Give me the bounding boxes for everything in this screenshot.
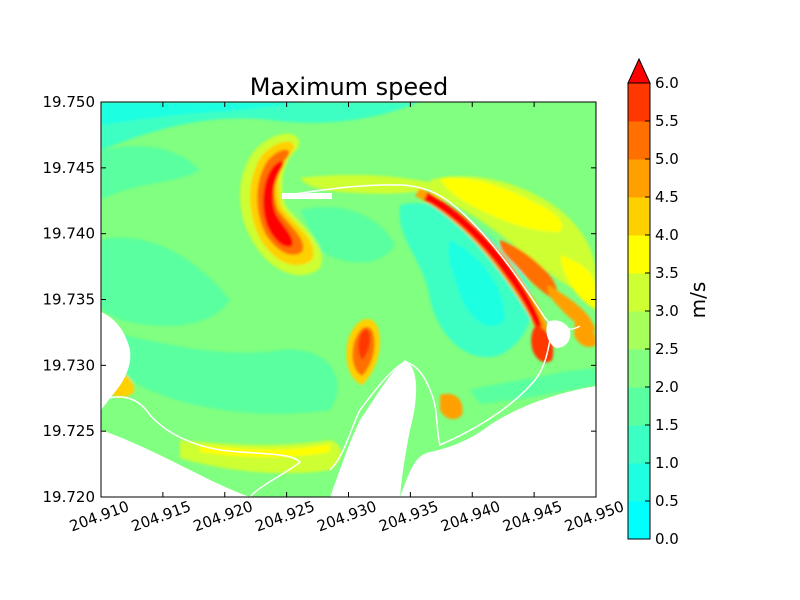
colorbar-segment <box>628 159 650 198</box>
y-tick-label: 19.740 <box>43 225 96 243</box>
colorbar-segment <box>628 311 650 350</box>
x-tick-label: 204.935 <box>376 497 440 535</box>
colorbar-tick-label: 1.5 <box>655 416 679 434</box>
colorbar-tick-label: 6.0 <box>655 74 679 92</box>
y-axis: 19.720 19.725 19.730 19.735 19.740 19.745 19.7… <box>43 93 596 506</box>
colorbar-tick-label: 0.5 <box>655 492 679 510</box>
colorbar-tick-label: 1.0 <box>655 454 679 472</box>
colorbar-segment <box>628 121 650 160</box>
y-tick-label: 19.750 <box>43 93 96 111</box>
x-tick-label: 204.950 <box>562 497 626 535</box>
x-tick-label: 204.945 <box>500 497 564 535</box>
colorbar-tick-label: 2.5 <box>655 340 679 358</box>
colorbar-segment <box>628 273 650 312</box>
speed-field <box>101 102 596 474</box>
colorbar-extend-arrow <box>627 57 651 84</box>
colorbar-tick-label: 3.5 <box>655 264 679 282</box>
y-tick-label: 19.725 <box>43 422 96 440</box>
x-tick-label: 204.925 <box>253 497 317 535</box>
plot-area <box>101 102 596 497</box>
colorbar-tick-label: 4.0 <box>655 226 679 244</box>
colorbar-tick-label: 0.0 <box>655 530 679 548</box>
colorbar-tick-label: 5.0 <box>655 150 679 168</box>
x-tick-label: 204.920 <box>191 497 255 535</box>
y-tick-label: 19.720 <box>43 488 96 506</box>
colorbar-tick-label: 5.5 <box>655 112 679 130</box>
colorbar-tick-label: 2.0 <box>655 378 679 396</box>
colorbar-segment <box>628 463 650 502</box>
colorbar-segment <box>628 235 650 274</box>
colorbar-segment <box>628 501 650 540</box>
x-tick-label: 204.940 <box>438 497 502 535</box>
colorbar-segment <box>628 197 650 236</box>
colorbar-segment <box>628 387 650 426</box>
coastline <box>101 184 581 497</box>
x-tick-label: 204.930 <box>315 497 379 535</box>
land <box>101 193 596 497</box>
y-tick-label: 19.730 <box>43 356 96 374</box>
colorbar-segment <box>628 425 650 464</box>
colorbar-segment <box>628 349 650 388</box>
colorbar-tick-label: 4.5 <box>655 188 679 206</box>
x-tick-label: 204.915 <box>129 497 193 535</box>
y-tick-label: 19.745 <box>43 159 96 177</box>
colorbar: 0.0 0.5 1.0 1.5 2.0 2.5 3.0 3.5 4.0 4.5 5.0 5.5 6.0 <box>627 57 679 548</box>
colorbar-label: m/s <box>686 282 710 319</box>
chart-title: Maximum speed <box>250 73 448 101</box>
colorbar-tick-label: 3.0 <box>655 302 679 320</box>
y-tick-label: 19.735 <box>43 291 96 309</box>
colorbar-segment <box>628 83 650 122</box>
